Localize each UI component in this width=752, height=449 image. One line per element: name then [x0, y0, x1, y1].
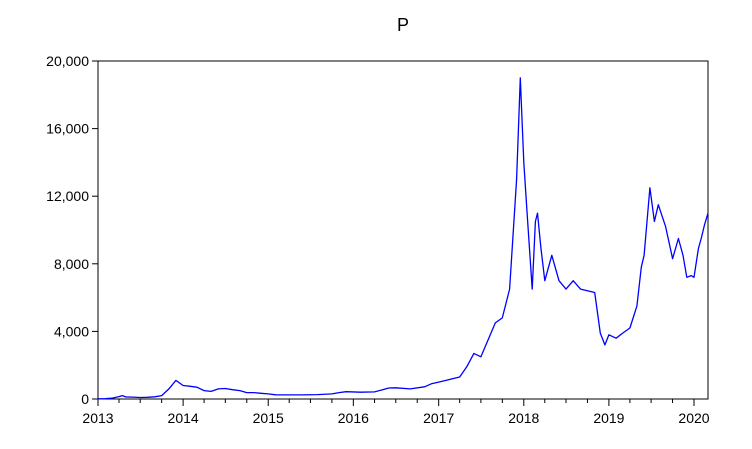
- x-tick-label: 2013: [82, 410, 113, 426]
- y-axis: 0 4,000 8,000 12,000 16,000 20,000: [46, 53, 98, 407]
- x-tick-label: 2020: [678, 410, 709, 426]
- chart-title: P: [397, 15, 409, 35]
- plot-frame: [97, 60, 709, 400]
- y-tick-label: 0: [81, 391, 89, 407]
- y-tick-label: 20,000: [46, 53, 89, 69]
- x-tick-label: 2017: [423, 410, 454, 426]
- x-tick-label: 2014: [168, 410, 199, 426]
- series-line: [97, 77, 709, 400]
- y-tick-label: 8,000: [54, 256, 89, 272]
- x-axis: 2013 2014 2015 2016 2017 2018 2019 2020: [82, 399, 710, 426]
- y-tick-label: 16,000: [46, 121, 89, 137]
- x-tick-label: 2015: [253, 410, 284, 426]
- x-tick-label: 2019: [593, 410, 624, 426]
- y-tick-label: 4,000: [54, 323, 89, 339]
- y-tick-label: 12,000: [46, 188, 89, 204]
- x-tick-label: 2016: [338, 410, 369, 426]
- x-tick-label: 2018: [508, 410, 539, 426]
